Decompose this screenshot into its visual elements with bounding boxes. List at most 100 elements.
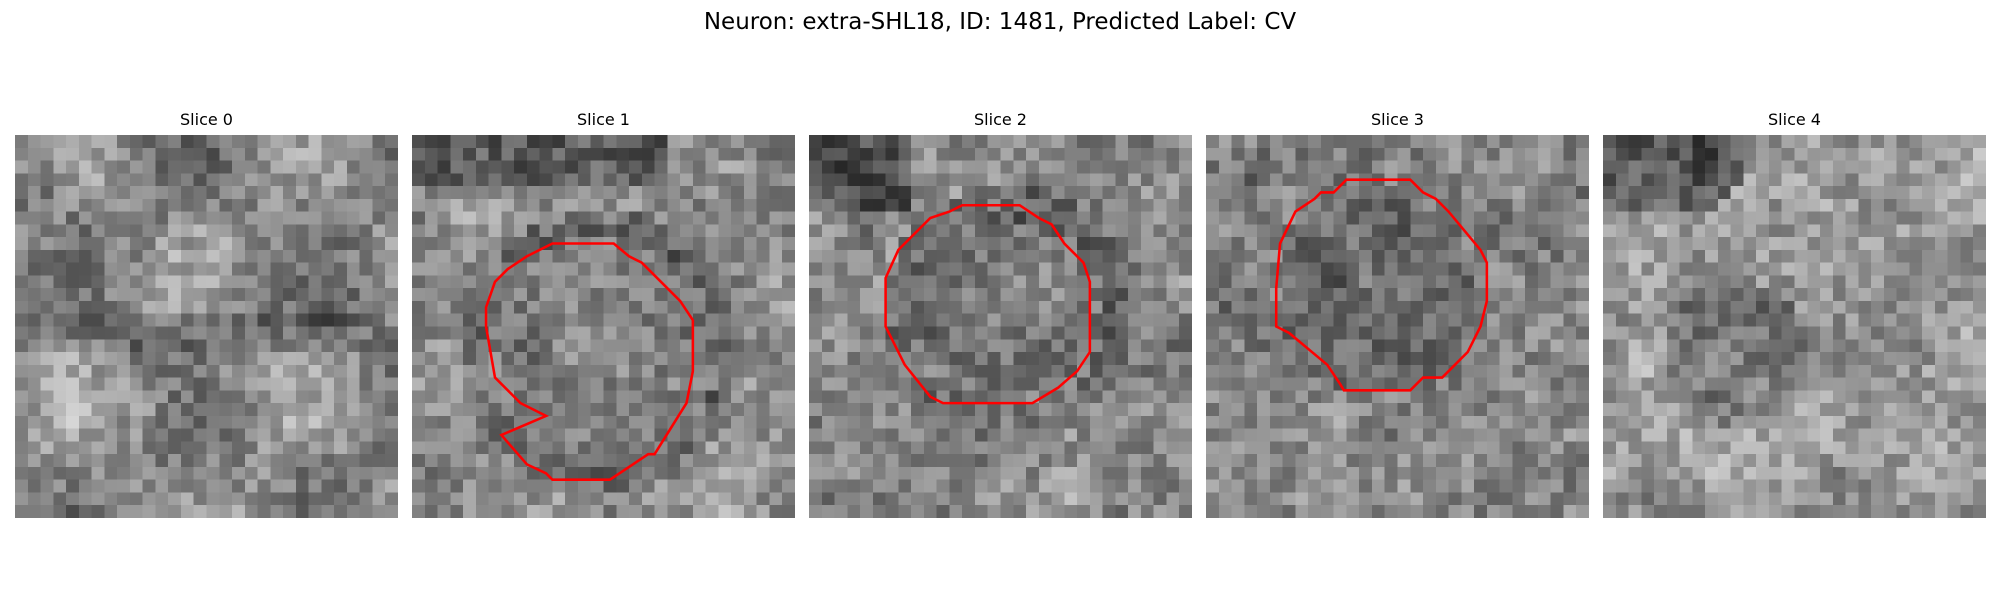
pixel (91, 186, 105, 200)
pixel (705, 415, 719, 429)
pixel (1128, 211, 1142, 225)
pixel (987, 390, 1001, 404)
pixel (66, 390, 80, 404)
pixel (680, 186, 694, 200)
pixel (1397, 466, 1411, 480)
pixel (1883, 135, 1897, 149)
pixel (1051, 326, 1065, 340)
pixel (654, 339, 668, 353)
pixel (756, 403, 770, 417)
pixel (1346, 352, 1360, 366)
pixel (552, 339, 566, 353)
pixel (1666, 505, 1680, 518)
pixel (66, 415, 80, 429)
pixel (1153, 377, 1167, 391)
pixel (1550, 211, 1564, 225)
pixel (1563, 135, 1577, 149)
pixel (15, 300, 29, 314)
pixel (180, 364, 194, 378)
pixel (1026, 237, 1040, 251)
pixel (180, 492, 194, 506)
pixel (488, 186, 502, 200)
pixel (1705, 479, 1719, 493)
pixel (53, 262, 67, 276)
pixel (1308, 364, 1322, 378)
pixel (1089, 364, 1103, 378)
pixel (1166, 300, 1180, 314)
pixel (308, 441, 322, 455)
pixel (1896, 249, 1910, 263)
pixel (1026, 377, 1040, 391)
pixel (526, 428, 540, 442)
pixel (1166, 160, 1180, 174)
pixel (1166, 390, 1180, 404)
pixel (1257, 441, 1271, 455)
pixel (1320, 326, 1334, 340)
pixel (1089, 288, 1103, 302)
pixel (91, 441, 105, 455)
pixel (359, 352, 373, 366)
pixel (1743, 364, 1757, 378)
pixel (692, 428, 706, 442)
pixel (1628, 428, 1642, 442)
pixel (155, 352, 169, 366)
pixel (142, 390, 156, 404)
pixel (1654, 326, 1668, 340)
pixel (1820, 339, 1834, 353)
pixel (911, 466, 925, 480)
pixel (552, 377, 566, 391)
pixel (514, 454, 528, 468)
pixel (1371, 198, 1385, 212)
pixel (1461, 403, 1475, 417)
pixel (692, 186, 706, 200)
pixel (782, 441, 795, 455)
pixel (1871, 313, 1885, 327)
pixel (1038, 313, 1052, 327)
pixel (872, 377, 886, 391)
pixel (552, 441, 566, 455)
pixel (1269, 479, 1283, 493)
pixel (1423, 211, 1437, 225)
pixel (104, 300, 118, 314)
pixel (1679, 428, 1693, 442)
pixel (1423, 377, 1437, 391)
pixel (321, 479, 335, 493)
pixel (949, 352, 963, 366)
pixel (463, 135, 477, 149)
pixel (743, 160, 757, 174)
pixel (1832, 262, 1846, 276)
pixel (308, 326, 322, 340)
pixel (1435, 492, 1449, 506)
pixel (1013, 428, 1027, 442)
pixel (1730, 339, 1744, 353)
pixel (1832, 339, 1846, 353)
pixel (155, 147, 169, 161)
pixel (232, 415, 246, 429)
pixel (1128, 275, 1142, 289)
pixel (475, 275, 489, 289)
pixel (718, 492, 732, 506)
pixel (1603, 249, 1617, 263)
pixel (501, 275, 515, 289)
pixel (1692, 339, 1706, 353)
pixel (1346, 249, 1360, 263)
pixel (577, 403, 591, 417)
pixel (1756, 313, 1770, 327)
pixel (1883, 454, 1897, 468)
pixel (743, 135, 757, 149)
pixel (565, 249, 579, 263)
pixel (193, 403, 207, 417)
pixel (117, 466, 131, 480)
pixel (705, 160, 719, 174)
pixel (1960, 160, 1974, 174)
pixel (769, 441, 783, 455)
pixel (475, 339, 489, 353)
pixel (1410, 237, 1424, 251)
pixel (1858, 492, 1872, 506)
pixel (1705, 237, 1719, 251)
pixel (667, 262, 681, 276)
pixel (1537, 364, 1551, 378)
pixel (450, 479, 464, 493)
pixel (1486, 364, 1500, 378)
pixel (27, 300, 41, 314)
